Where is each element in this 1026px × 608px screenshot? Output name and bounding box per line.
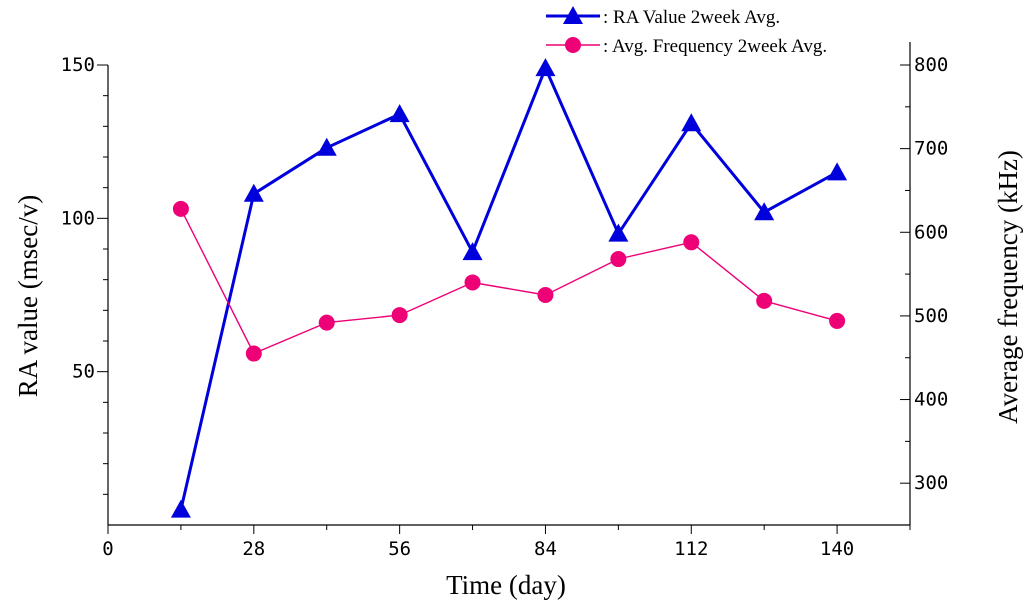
ra-data-point (389, 104, 410, 123)
y-right-tick-label: 700 (914, 138, 948, 160)
ra-data-point (535, 58, 556, 77)
frequency-data-point (391, 307, 408, 324)
axes: 0 28 56 84 112 140 50 100 150 300 400 500 600 700 800 (61, 42, 948, 560)
y-right-tick-label: 300 (914, 472, 948, 494)
y-left-axis-title: RA value (msec/v) (13, 195, 43, 397)
frequency-data-point (172, 200, 189, 217)
legend-freq-label: : Avg. Frequency 2week Avg. (603, 36, 827, 57)
series-layer (170, 58, 848, 518)
legend-freq-marker (565, 37, 581, 53)
ra-data-point (170, 499, 191, 518)
y-right-tick-label: 400 (914, 389, 948, 411)
x-tick-label: 56 (388, 538, 411, 560)
frequency-data-point (683, 234, 700, 251)
legend: : RA Value 2week Avg. : Avg. Frequency 2… (546, 6, 827, 57)
x-tick-label: 0 (102, 538, 113, 560)
x-tick-label: 84 (534, 538, 557, 560)
ra-data-point (243, 183, 264, 202)
x-axis-title: Time (day) (446, 570, 566, 600)
y-left-tick-label: 150 (61, 54, 95, 76)
ra-data-point (827, 162, 848, 181)
frequency-data-point (245, 345, 262, 362)
y-right-tick-label: 600 (914, 221, 948, 243)
y-right-tick-label: 800 (914, 54, 948, 76)
y-right-axis-title: Average frequency (kHz) (993, 150, 1023, 424)
x-tick-label: 112 (674, 538, 708, 560)
series-line-1 (180, 208, 838, 355)
frequency-data-point (756, 292, 773, 309)
frequency-data-point (829, 312, 846, 329)
ra-data-point (681, 113, 702, 132)
frequency-data-point (318, 314, 335, 331)
x-tick-label: 28 (242, 538, 265, 560)
y-left-tick-label: 100 (61, 207, 95, 229)
legend-ra-marker (563, 6, 583, 24)
x-tick-label: 140 (820, 538, 854, 560)
y-right-tick-label: 500 (914, 305, 948, 327)
frequency-data-point (610, 251, 627, 268)
ra-data-point (754, 202, 775, 221)
legend-ra-label: : RA Value 2week Avg. (603, 7, 780, 28)
ra-data-point (462, 242, 483, 261)
series-line-0 (179, 66, 838, 511)
y-left-tick-label: 50 (72, 361, 95, 383)
frequency-data-point (464, 274, 481, 291)
frequency-data-point (537, 287, 554, 303)
ra-data-point (316, 137, 337, 156)
ra-data-point (608, 223, 629, 242)
